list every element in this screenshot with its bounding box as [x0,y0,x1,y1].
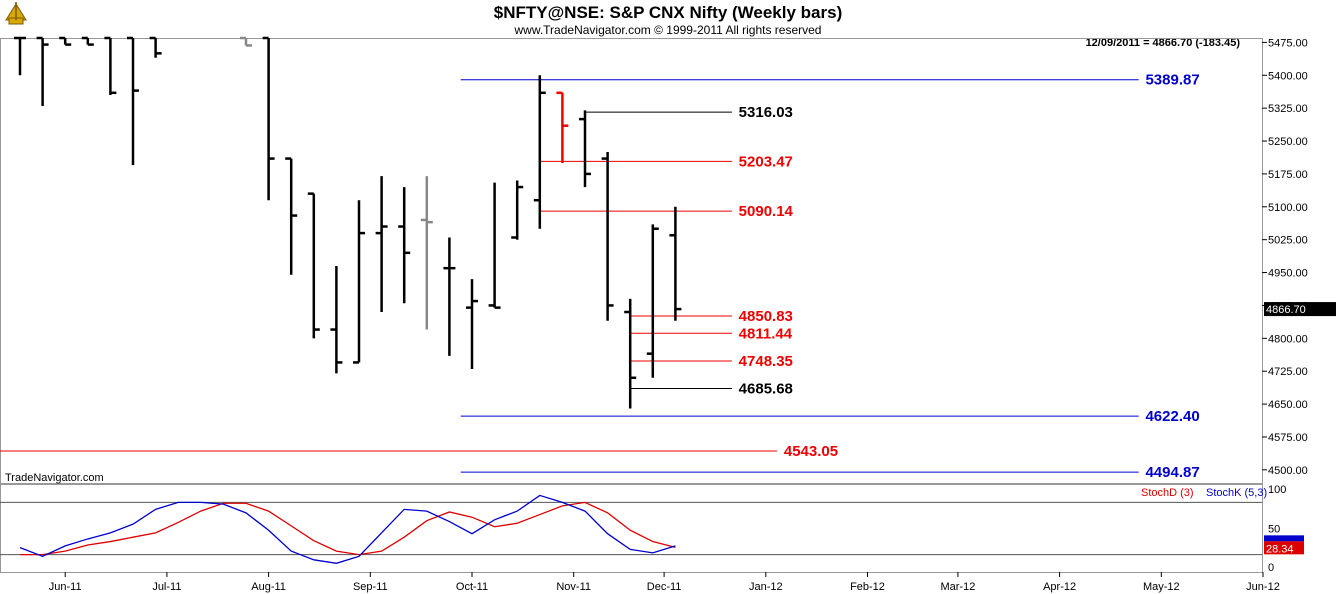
watermark-text: TradeNavigator.com [5,472,104,484]
ohlc-bar [36,36,49,106]
ohlc-bar [511,180,524,240]
legend-stochk: StochK (5,3) [1206,487,1267,499]
price-levels: 5389.87 5316.03 5203.47 5090.14 4850.834811.… [0,72,1200,481]
ohlc-bar [646,224,659,378]
copyright-text: www.TradeNavigator.com © 1999-2011 All r… [514,23,822,37]
x-tick-label: Oct-11 [456,581,488,593]
x-tick-label: May-12 [1143,581,1180,593]
x-tick-label: Jul-11 [152,581,181,593]
level-label: 4748.35 [739,353,793,370]
ohlc-bar [59,36,72,46]
level-label: 4811.44 [739,325,793,342]
x-tick-label: Sep-11 [353,581,388,593]
level-label: 4543.05 [784,443,838,460]
chart-title: $NFTY@NSE: S&P CNX Nifty (Weekly bars) [494,3,842,22]
stoch-tick-label: 100 [1268,484,1286,496]
x-tick-label: Jan-12 [749,581,783,593]
svg-text:28.34: 28.34 [1266,543,1294,555]
ohlc-bar [240,36,252,47]
x-tick-label: Mar-12 [940,581,975,593]
price-tick-label: 4950.00 [1268,268,1308,280]
price-tick-label: 4575.00 [1268,432,1308,444]
stoch-series-line [20,501,676,556]
x-tick-label: Apr-12 [1043,581,1076,593]
stoch-legend: StochD (3) StochK (5,3) [1141,487,1267,499]
level-label: 4685.68 [739,380,793,397]
price-tick-label: 5175.00 [1268,169,1308,181]
price-tick-label: 4800.00 [1268,333,1308,345]
x-tick-label: Feb-12 [850,581,885,593]
price-pane [0,38,1263,484]
last-stoch-tag: 28.34 [1264,535,1304,555]
ohlc-bar [466,279,478,370]
x-tick-label: Jun-12 [1246,581,1280,593]
level-label: 5389.87 [1145,72,1199,89]
price-bars [14,36,682,409]
stoch-series-line [19,494,676,564]
ohlc-bar [149,36,162,58]
ohlc-bar [624,298,637,409]
ohlc-bar [104,36,117,95]
ohlc-bar [262,36,275,201]
level-label: 4494.87 [1145,464,1199,481]
x-tick-label: Nov-11 [556,581,591,593]
ohlc-bar [488,182,501,309]
ohlc-bar [443,237,456,356]
svg-text:4866.70: 4866.70 [1266,304,1306,316]
last-info-text: 12/09/2011 = 4866.70 (-183.45) [1086,37,1241,49]
ohlc-bar [375,176,388,313]
last-price-tag: 4866.70 [1264,302,1336,317]
level-label: 5316.03 [739,104,793,121]
price-tick-label: 4650.00 [1268,399,1308,411]
stoch-guides [0,501,1262,556]
x-axis: Jun-11 Jul-11 Aug-11 Sep-11 Oct-11 Nov-11 Dec-… [49,572,1280,593]
level-label: 4850.83 [739,308,793,325]
x-tick-label: Jun-11 [49,581,82,593]
ohlc-bar [353,200,365,364]
price-tick-label: 4725.00 [1268,366,1308,378]
ohlc-bar [398,187,411,304]
ohlc-bar [601,151,614,321]
level-label: 5090.14 [739,203,794,220]
ohlc-bar [307,192,320,339]
level-label: 5203.47 [739,153,793,170]
ohlc-bar [556,91,569,163]
ohlc-bar [330,265,343,374]
price-tick-label: 5475.00 [1268,37,1308,49]
x-tick-label: Dec-11 [647,581,682,593]
price-tick-label: 5100.00 [1268,202,1308,214]
ohlc-bar [533,75,546,229]
ohlc-bar [14,36,26,76]
stoch-tick-label: 50 [1268,524,1280,536]
level-label: 4622.40 [1145,408,1199,425]
stoch-lines [19,494,676,564]
ohlc-bar [669,206,682,321]
price-tick-label: 5325.00 [1268,103,1308,115]
stoch-pane [0,484,1263,573]
ohlc-bar [579,110,591,188]
price-tick-label: 4500.00 [1268,465,1308,477]
price-tick-label: 5025.00 [1268,235,1308,247]
stoch-tick-label: 0 [1268,562,1274,574]
price-axis: 5475.00 5400.00 5325.00 5250.00 5175.00 5100.… [1262,37,1308,477]
stoch-axis: 100 50 0 [1268,484,1286,574]
ohlc-bar [420,176,433,330]
legend-stochd: StochD (3) [1141,487,1194,499]
ohlc-bar [285,157,298,275]
ohlc-bar [81,36,94,46]
ohlc-bar [127,36,139,166]
logo [5,2,27,25]
price-tick-label: 5400.00 [1268,70,1308,82]
x-tick-label: Aug-11 [251,581,286,593]
price-tick-label: 5250.00 [1268,136,1308,148]
